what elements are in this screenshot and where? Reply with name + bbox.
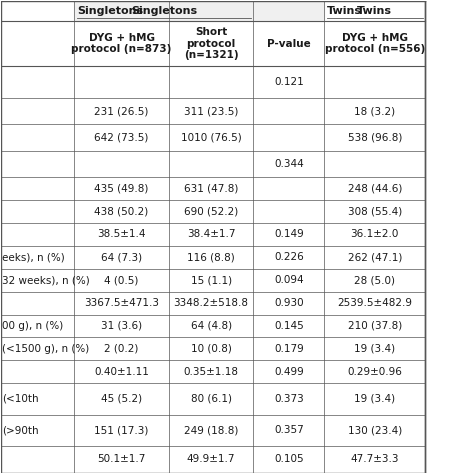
Text: 0.344: 0.344 <box>274 159 304 169</box>
Text: 0.499: 0.499 <box>274 367 304 377</box>
Text: 0.35±1.18: 0.35±1.18 <box>183 367 238 377</box>
Text: 49.9±1.7: 49.9±1.7 <box>187 455 235 465</box>
Text: 80 (6.1): 80 (6.1) <box>191 394 232 404</box>
Text: 0.373: 0.373 <box>274 394 304 404</box>
Text: 435 (49.8): 435 (49.8) <box>94 184 149 194</box>
Text: 538 (96.8): 538 (96.8) <box>347 133 402 143</box>
Text: 00 g), n (%): 00 g), n (%) <box>2 321 64 331</box>
Text: 64 (7.3): 64 (7.3) <box>101 252 142 262</box>
Text: 249 (18.8): 249 (18.8) <box>184 426 238 436</box>
Text: 19 (3.4): 19 (3.4) <box>354 394 395 404</box>
Text: 438 (50.2): 438 (50.2) <box>94 207 149 217</box>
Text: (>90th: (>90th <box>2 426 39 436</box>
Text: 4 (0.5): 4 (0.5) <box>104 275 139 285</box>
Text: 0.094: 0.094 <box>274 275 304 285</box>
Text: Singletons: Singletons <box>77 6 143 16</box>
Text: (<1500 g), n (%): (<1500 g), n (%) <box>2 344 90 354</box>
Text: 19 (3.4): 19 (3.4) <box>354 344 395 354</box>
Text: 690 (52.2): 690 (52.2) <box>184 207 238 217</box>
Text: 32 weeks), n (%): 32 weeks), n (%) <box>2 275 90 285</box>
Text: 130 (23.4): 130 (23.4) <box>348 426 402 436</box>
Text: 15 (1.1): 15 (1.1) <box>191 275 232 285</box>
Text: 3348.2±518.8: 3348.2±518.8 <box>173 298 248 308</box>
Text: 262 (47.1): 262 (47.1) <box>347 252 402 262</box>
Text: Twins: Twins <box>357 6 392 16</box>
Text: 10 (0.8): 10 (0.8) <box>191 344 231 354</box>
Text: Twins: Twins <box>327 6 362 16</box>
Text: Short
protocol
(n=1321): Short protocol (n=1321) <box>184 27 238 60</box>
Text: 47.7±3.3: 47.7±3.3 <box>351 455 399 465</box>
Text: 642 (73.5): 642 (73.5) <box>94 133 149 143</box>
Text: 231 (26.5): 231 (26.5) <box>94 106 149 116</box>
Text: 0.29±0.96: 0.29±0.96 <box>347 367 402 377</box>
Text: 28 (5.0): 28 (5.0) <box>355 275 395 285</box>
Text: 0.226: 0.226 <box>274 252 304 262</box>
Text: 0.179: 0.179 <box>274 344 304 354</box>
Text: 0.357: 0.357 <box>274 426 304 436</box>
Text: 210 (37.8): 210 (37.8) <box>348 321 402 331</box>
Text: 1010 (76.5): 1010 (76.5) <box>181 133 241 143</box>
Text: 3367.5±471.3: 3367.5±471.3 <box>84 298 159 308</box>
Text: (<10th: (<10th <box>2 394 39 404</box>
Text: 0.145: 0.145 <box>274 321 304 331</box>
Text: 36.1±2.0: 36.1±2.0 <box>351 229 399 239</box>
Text: 0.121: 0.121 <box>274 77 304 87</box>
Text: Singletons: Singletons <box>131 6 197 16</box>
Text: 116 (8.8): 116 (8.8) <box>187 252 235 262</box>
Text: eeks), n (%): eeks), n (%) <box>2 252 65 262</box>
Text: 308 (55.4): 308 (55.4) <box>348 207 402 217</box>
Text: 31 (3.6): 31 (3.6) <box>101 321 142 331</box>
Text: 0.930: 0.930 <box>274 298 304 308</box>
Text: DYG + hMG
protocol (n=556): DYG + hMG protocol (n=556) <box>325 33 425 55</box>
Text: 248 (44.6): 248 (44.6) <box>347 184 402 194</box>
Text: 50.1±1.7: 50.1±1.7 <box>97 455 146 465</box>
Text: 38.5±1.4: 38.5±1.4 <box>97 229 146 239</box>
Text: 2539.5±482.9: 2539.5±482.9 <box>337 298 412 308</box>
Text: 0.40±1.11: 0.40±1.11 <box>94 367 149 377</box>
Text: 311 (23.5): 311 (23.5) <box>184 106 238 116</box>
Text: DYG + hMG
protocol (n=873): DYG + hMG protocol (n=873) <box>72 33 172 55</box>
Text: 64 (4.8): 64 (4.8) <box>191 321 232 331</box>
Text: 0.105: 0.105 <box>274 455 304 465</box>
Text: 0.149: 0.149 <box>274 229 304 239</box>
Text: 18 (3.2): 18 (3.2) <box>354 106 395 116</box>
Text: 45 (5.2): 45 (5.2) <box>101 394 142 404</box>
Text: 2 (0.2): 2 (0.2) <box>104 344 139 354</box>
Text: 631 (47.8): 631 (47.8) <box>184 184 238 194</box>
Text: P-value: P-value <box>267 38 311 48</box>
Text: 38.4±1.7: 38.4±1.7 <box>187 229 235 239</box>
Text: 151 (17.3): 151 (17.3) <box>94 426 149 436</box>
